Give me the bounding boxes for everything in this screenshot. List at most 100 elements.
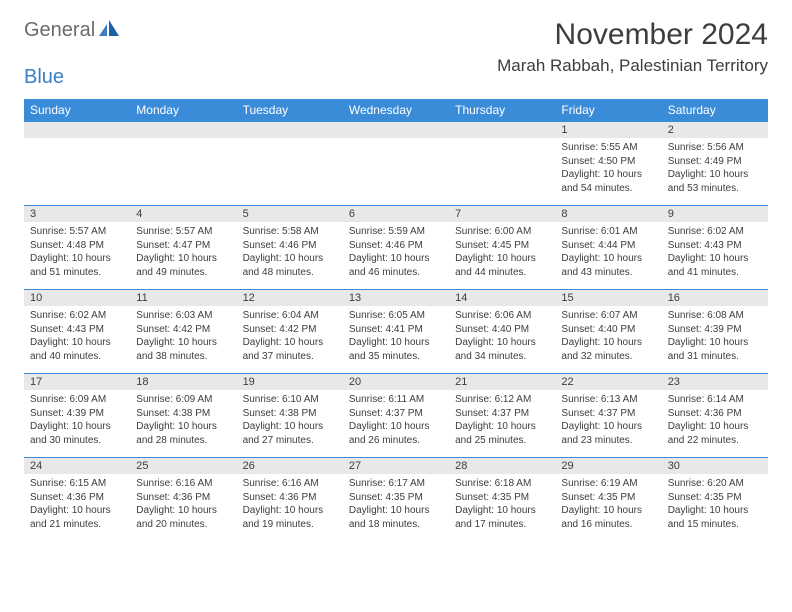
sunrise-label: Sunrise: bbox=[30, 394, 69, 405]
sunset-value: 4:38 PM bbox=[279, 408, 316, 419]
sunset-value: 4:46 PM bbox=[386, 240, 423, 251]
sunrise-value: 6:09 AM bbox=[69, 394, 106, 405]
daylight-label: Daylight: bbox=[243, 421, 285, 432]
day-info-cell: Sunrise: 6:02 AMSunset: 4:43 PMDaylight:… bbox=[24, 306, 130, 374]
day-number-cell bbox=[237, 122, 343, 139]
day-number-cell: 8 bbox=[555, 206, 661, 223]
daylight-label: Daylight: bbox=[668, 505, 710, 516]
sunset-value: 4:35 PM bbox=[386, 492, 423, 503]
day-number-cell: 20 bbox=[343, 374, 449, 391]
sunrise-label: Sunrise: bbox=[668, 394, 707, 405]
weekday-header: Tuesday bbox=[237, 99, 343, 122]
daylight-label: Daylight: bbox=[136, 337, 178, 348]
day-number-cell: 25 bbox=[130, 458, 236, 475]
sunrise-value: 6:13 AM bbox=[601, 394, 638, 405]
sunrise-value: 5:57 AM bbox=[176, 226, 213, 237]
day-number-cell: 7 bbox=[449, 206, 555, 223]
sunrise-label: Sunrise: bbox=[455, 310, 494, 321]
sunset-label: Sunset: bbox=[668, 240, 705, 251]
sunrise-value: 6:20 AM bbox=[707, 478, 744, 489]
sunrise-value: 6:00 AM bbox=[495, 226, 532, 237]
logo-text-general: General bbox=[24, 19, 95, 42]
sunrise-value: 6:04 AM bbox=[282, 310, 319, 321]
day-info-cell: Sunrise: 5:56 AMSunset: 4:49 PMDaylight:… bbox=[662, 138, 768, 206]
day-number-cell: 28 bbox=[449, 458, 555, 475]
sunrise-label: Sunrise: bbox=[349, 394, 388, 405]
sunset-label: Sunset: bbox=[349, 492, 386, 503]
sunrise-label: Sunrise: bbox=[668, 226, 707, 237]
sunrise-value: 6:15 AM bbox=[69, 478, 106, 489]
day-number-cell: 26 bbox=[237, 458, 343, 475]
day-info-cell: Sunrise: 6:18 AMSunset: 4:35 PMDaylight:… bbox=[449, 474, 555, 541]
day-number-cell: 21 bbox=[449, 374, 555, 391]
day-number-cell: 14 bbox=[449, 290, 555, 307]
day-info-cell bbox=[449, 138, 555, 206]
sunrise-value: 6:12 AM bbox=[495, 394, 532, 405]
day-number-row: 12 bbox=[24, 122, 768, 139]
day-number-row: 17181920212223 bbox=[24, 374, 768, 391]
sunrise-value: 6:10 AM bbox=[282, 394, 319, 405]
sunrise-label: Sunrise: bbox=[455, 478, 494, 489]
weekday-header: Saturday bbox=[662, 99, 768, 122]
sunrise-value: 6:06 AM bbox=[495, 310, 532, 321]
sunset-label: Sunset: bbox=[455, 408, 492, 419]
day-number-cell: 23 bbox=[662, 374, 768, 391]
daylight-label: Daylight: bbox=[455, 421, 497, 432]
day-info-cell: Sunrise: 6:16 AMSunset: 4:36 PMDaylight:… bbox=[130, 474, 236, 541]
day-info-cell: Sunrise: 6:00 AMSunset: 4:45 PMDaylight:… bbox=[449, 222, 555, 290]
weekday-header: Sunday bbox=[24, 99, 130, 122]
sunset-value: 4:39 PM bbox=[67, 408, 104, 419]
sunset-value: 4:35 PM bbox=[598, 492, 635, 503]
daylight-label: Daylight: bbox=[30, 505, 72, 516]
daylight-label: Daylight: bbox=[561, 169, 603, 180]
day-info-cell: Sunrise: 6:02 AMSunset: 4:43 PMDaylight:… bbox=[662, 222, 768, 290]
day-info-cell: Sunrise: 6:16 AMSunset: 4:36 PMDaylight:… bbox=[237, 474, 343, 541]
day-number-cell: 9 bbox=[662, 206, 768, 223]
day-info-cell: Sunrise: 6:09 AMSunset: 4:39 PMDaylight:… bbox=[24, 390, 130, 458]
weekday-header-row: SundayMondayTuesdayWednesdayThursdayFrid… bbox=[24, 99, 768, 122]
sunset-value: 4:48 PM bbox=[67, 240, 104, 251]
sunset-label: Sunset: bbox=[136, 492, 173, 503]
day-info-cell: Sunrise: 5:58 AMSunset: 4:46 PMDaylight:… bbox=[237, 222, 343, 290]
sunset-label: Sunset: bbox=[30, 240, 67, 251]
sunrise-label: Sunrise: bbox=[30, 226, 69, 237]
calendar-page: General November 2024 Marah Rabbah, Pale… bbox=[0, 0, 792, 559]
sunset-value: 4:43 PM bbox=[704, 240, 741, 251]
sunset-value: 4:36 PM bbox=[279, 492, 316, 503]
daylight-label: Daylight: bbox=[30, 337, 72, 348]
daylight-label: Daylight: bbox=[243, 337, 285, 348]
day-number-cell: 1 bbox=[555, 122, 661, 139]
day-info-cell: Sunrise: 6:12 AMSunset: 4:37 PMDaylight:… bbox=[449, 390, 555, 458]
sunset-label: Sunset: bbox=[561, 324, 598, 335]
sunrise-label: Sunrise: bbox=[561, 394, 600, 405]
sunset-value: 4:37 PM bbox=[598, 408, 635, 419]
sunrise-label: Sunrise: bbox=[561, 142, 600, 153]
day-info-cell: Sunrise: 6:01 AMSunset: 4:44 PMDaylight:… bbox=[555, 222, 661, 290]
sunrise-label: Sunrise: bbox=[668, 310, 707, 321]
day-info-cell: Sunrise: 5:57 AMSunset: 4:47 PMDaylight:… bbox=[130, 222, 236, 290]
day-number-cell: 18 bbox=[130, 374, 236, 391]
day-info-cell: Sunrise: 6:07 AMSunset: 4:40 PMDaylight:… bbox=[555, 306, 661, 374]
sunset-label: Sunset: bbox=[243, 324, 280, 335]
day-number-cell: 22 bbox=[555, 374, 661, 391]
sunset-label: Sunset: bbox=[455, 324, 492, 335]
sunrise-value: 6:16 AM bbox=[282, 478, 319, 489]
weekday-header: Monday bbox=[130, 99, 236, 122]
day-info-cell: Sunrise: 6:14 AMSunset: 4:36 PMDaylight:… bbox=[662, 390, 768, 458]
sunset-label: Sunset: bbox=[30, 408, 67, 419]
sunset-value: 4:46 PM bbox=[279, 240, 316, 251]
day-number-cell: 13 bbox=[343, 290, 449, 307]
logo: General bbox=[24, 18, 127, 43]
weekday-header: Friday bbox=[555, 99, 661, 122]
daylight-label: Daylight: bbox=[136, 421, 178, 432]
day-number-cell: 4 bbox=[130, 206, 236, 223]
sunrise-label: Sunrise: bbox=[136, 478, 175, 489]
sunrise-label: Sunrise: bbox=[561, 310, 600, 321]
daylight-label: Daylight: bbox=[349, 337, 391, 348]
day-number-cell: 11 bbox=[130, 290, 236, 307]
sunset-value: 4:44 PM bbox=[598, 240, 635, 251]
sunset-value: 4:49 PM bbox=[704, 156, 741, 167]
daylight-label: Daylight: bbox=[668, 253, 710, 264]
daylight-label: Daylight: bbox=[243, 505, 285, 516]
day-info-cell: Sunrise: 5:59 AMSunset: 4:46 PMDaylight:… bbox=[343, 222, 449, 290]
